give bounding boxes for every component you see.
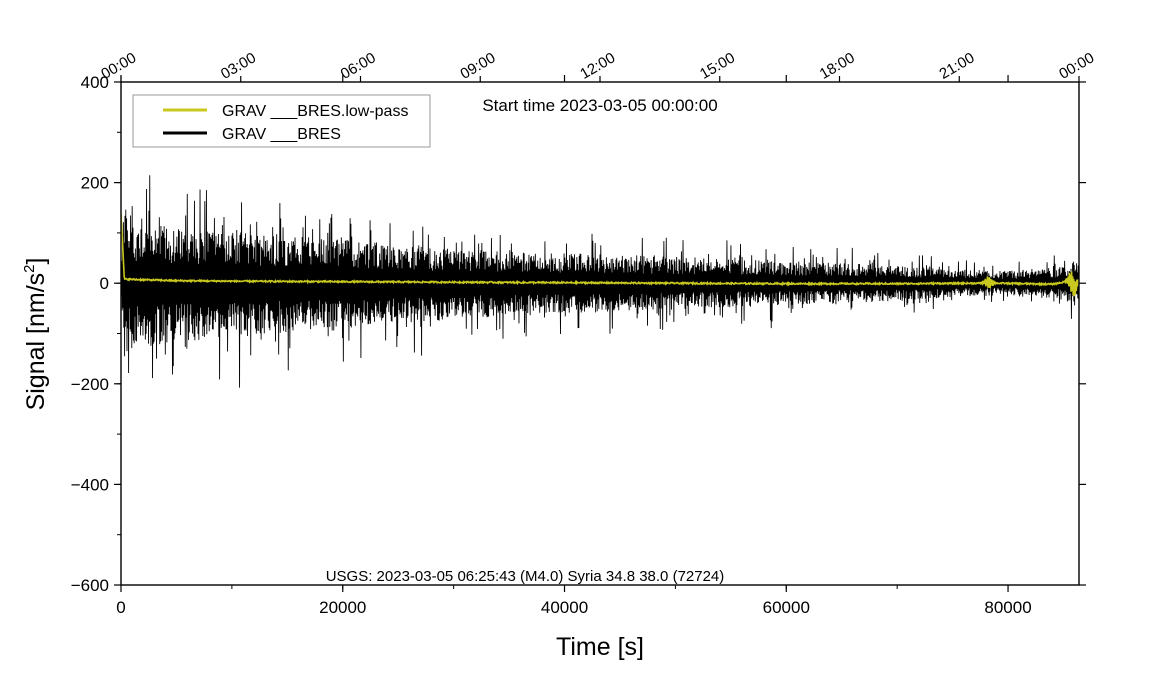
axis-ticks [114, 75, 1086, 592]
trace-layer [121, 175, 1079, 388]
legend-label-lowpass: GRAV ___BRES.low-pass [222, 103, 408, 120]
top-time-tick-label: 15:00 [697, 49, 738, 82]
y-axis-title-superscript: 2 [21, 265, 38, 273]
x-axis-title: Time [s] [556, 633, 644, 661]
plot-frame [120, 81, 1080, 586]
top-time-tick-label: 06:00 [338, 49, 379, 82]
y-axis-title: Signal [nm/s2] [21, 258, 50, 411]
legend-label-raw: GRAV ___BRES [222, 126, 341, 143]
y-tick-label: −400 [71, 475, 109, 494]
event-annotation: USGS: 2023-03-05 06:25:43 (M4.0) Syria 3… [326, 568, 725, 585]
legend-box [132, 94, 431, 148]
x-tick-label: 0 [116, 598, 125, 617]
y-axis-title-close: ] [22, 258, 50, 265]
series-raw-line [121, 175, 1079, 388]
y-axis-title-main: Signal [nm/s [22, 273, 50, 411]
start-time-annotation: Start time 2023-03-05 00:00:00 [482, 96, 717, 115]
y-tick-label: 200 [81, 174, 109, 193]
x-tick-label: 60000 [763, 598, 810, 617]
y-axis: 400 200 0 −200 −400 −600 [71, 73, 109, 595]
top-time-tick-label: 21:00 [936, 49, 977, 82]
x-tick-label: 80000 [984, 598, 1031, 617]
top-time-tick-label: 09:00 [457, 49, 498, 82]
x-tick-label: 40000 [541, 598, 588, 617]
top-time-tick-label: 00:00 [1056, 49, 1097, 82]
x-tick-label: 20000 [319, 598, 366, 617]
y-tick-label: 400 [81, 73, 109, 92]
x-axis: 0 20000 40000 60000 80000 [116, 598, 1031, 617]
series-lowpass-line [121, 213, 1079, 297]
top-time-axis: 00:00 03:00 06:00 09:00 12:00 15:00 18:00 21:00… [98, 49, 1097, 82]
top-time-tick-label: 18:00 [817, 49, 858, 82]
y-tick-label: −600 [71, 576, 109, 595]
y-tick-label: 0 [100, 274, 109, 293]
y-tick-label: −200 [71, 375, 109, 394]
top-time-tick-label: 03:00 [218, 49, 259, 82]
top-time-tick-label: 12:00 [577, 49, 618, 82]
legend: GRAV ___BRES.low-pass GRAV ___BRES [132, 94, 431, 148]
